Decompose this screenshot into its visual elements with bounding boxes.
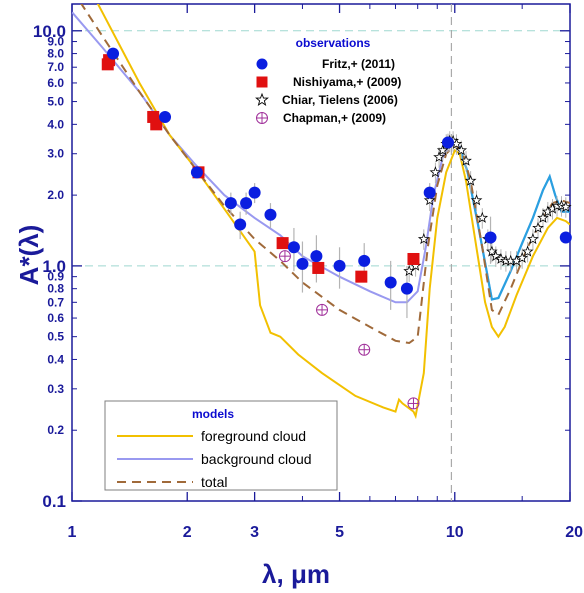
fritz-point [287, 241, 300, 254]
nishiyama-point [407, 252, 420, 265]
fritz-point [240, 197, 253, 210]
y-tick-label: 0.5 [47, 330, 64, 344]
chiar-point [433, 151, 446, 163]
fritz-point [248, 186, 261, 199]
y-tick-label: 0.6 [47, 311, 64, 325]
x-tick-label: 10 [446, 524, 464, 541]
fritz-point [234, 218, 247, 231]
nishiyama-point [150, 118, 163, 131]
nishiyama-point [276, 237, 289, 250]
y-tick-label: 0.8 [47, 282, 64, 296]
data-points [101, 47, 572, 410]
fritz-point [296, 257, 309, 270]
fritz-point [159, 110, 172, 123]
legend-chapman-label: Chapman,+ (2009) [283, 111, 386, 125]
y-tick-label: 7.0 [47, 60, 64, 74]
chiar-point [423, 194, 436, 206]
fritz-point [400, 282, 413, 295]
x-tick-label: 5 [335, 524, 344, 541]
models-legend-title: models [192, 407, 234, 421]
fritz-point [423, 186, 436, 199]
chapman-point [358, 343, 371, 356]
x-tick-label: 20 [565, 524, 583, 541]
chiar-point [537, 211, 549, 223]
chapman-point [316, 303, 329, 316]
x-tick-label: 2 [183, 524, 192, 541]
legend-fritz-marker [256, 58, 268, 70]
legend-nishiyama-marker [256, 76, 268, 88]
chiar-point [429, 166, 442, 178]
observations-legend: observations Fritz,+ (2011) Nishiyama,+ … [255, 36, 401, 125]
chiar-point [559, 200, 572, 213]
fritz-point [333, 259, 346, 272]
legend-chiar-marker [255, 92, 269, 106]
chiar-point [495, 252, 507, 264]
y-tick-label: 0.7 [47, 295, 64, 309]
fritz-point [358, 254, 371, 267]
fritz-point [484, 231, 497, 244]
chiar-point [527, 232, 539, 245]
chiar-point [464, 174, 477, 186]
observations-legend-title: observations [296, 36, 371, 50]
chiar-point [521, 245, 534, 257]
chiar-point [417, 232, 430, 245]
legend-nishiyama-label: Nishiyama,+ (2009) [293, 75, 401, 89]
chiar-point [460, 154, 472, 166]
legend-fritz-label: Fritz,+ (2011) [322, 57, 395, 71]
y-tick-label: 0.3 [47, 382, 64, 396]
y-tick-label: 9.0 [47, 35, 64, 49]
x-axis-label: λ, μm [262, 559, 330, 589]
y-tick-label: 1.0 [42, 257, 66, 276]
y-tick-label: 4.0 [47, 117, 64, 131]
y-tick-label: 6.0 [47, 76, 64, 90]
y-tick-label: 8.0 [47, 47, 64, 61]
models-legend-box [104, 400, 338, 491]
axis-ticks [71, 4, 571, 502]
models-legend: models foreground cloud background cloud… [104, 400, 338, 491]
legend-foreground-label: foreground cloud [201, 428, 306, 444]
chapman-point [278, 250, 291, 263]
background-cloud-mir-curve [458, 146, 570, 301]
x-tick-label: 1 [68, 524, 77, 541]
fritz-point [310, 250, 323, 263]
y-axis-label: A*(λ) [14, 225, 44, 286]
tick-labels: 1 2 3 5 10 20 0.1 1.0 10.0 0.2 0.3 0.4 0.5 0.6 0.70.80… [33, 22, 583, 541]
y-tick-label: 0.1 [42, 492, 66, 511]
y-tick-label: 0.2 [47, 423, 64, 437]
chiar-point [532, 221, 544, 233]
chiar-point [490, 250, 502, 262]
chiar-point [476, 211, 489, 223]
fritz-point [559, 231, 572, 244]
y-tick-label: 3.0 [47, 147, 64, 161]
y-tick-label: 0.9 [47, 270, 64, 284]
chapman-point [407, 397, 420, 410]
chiar-point [470, 194, 483, 206]
chiar-point [455, 144, 468, 156]
chiar-point [486, 245, 498, 257]
x-tick-label: 3 [250, 524, 259, 541]
legend-total-label: total [201, 474, 227, 490]
fritz-point [190, 166, 203, 179]
y-tick-label: 10.0 [33, 22, 66, 41]
y-tick-label: 2.0 [47, 188, 64, 202]
fritz-point [384, 276, 397, 289]
fritz-point [224, 197, 237, 210]
nishiyama-point [312, 261, 325, 274]
legend-chapman-marker [256, 112, 268, 124]
foreground-cloud-curve [96, 4, 570, 420]
y-tick-label: 5.0 [47, 95, 64, 109]
y-tick-label: 0.4 [47, 352, 64, 366]
nishiyama-point [103, 54, 116, 67]
chiar-point [436, 144, 449, 156]
fritz-point [264, 208, 277, 221]
legend-chiar-label: Chiar, Tielens (2006) [282, 93, 398, 107]
fritz-point [441, 136, 454, 149]
fritz-point [107, 47, 120, 60]
chiar-point [516, 251, 528, 264]
nishiyama-point [355, 270, 368, 283]
legend-background-label: background cloud [201, 451, 312, 467]
